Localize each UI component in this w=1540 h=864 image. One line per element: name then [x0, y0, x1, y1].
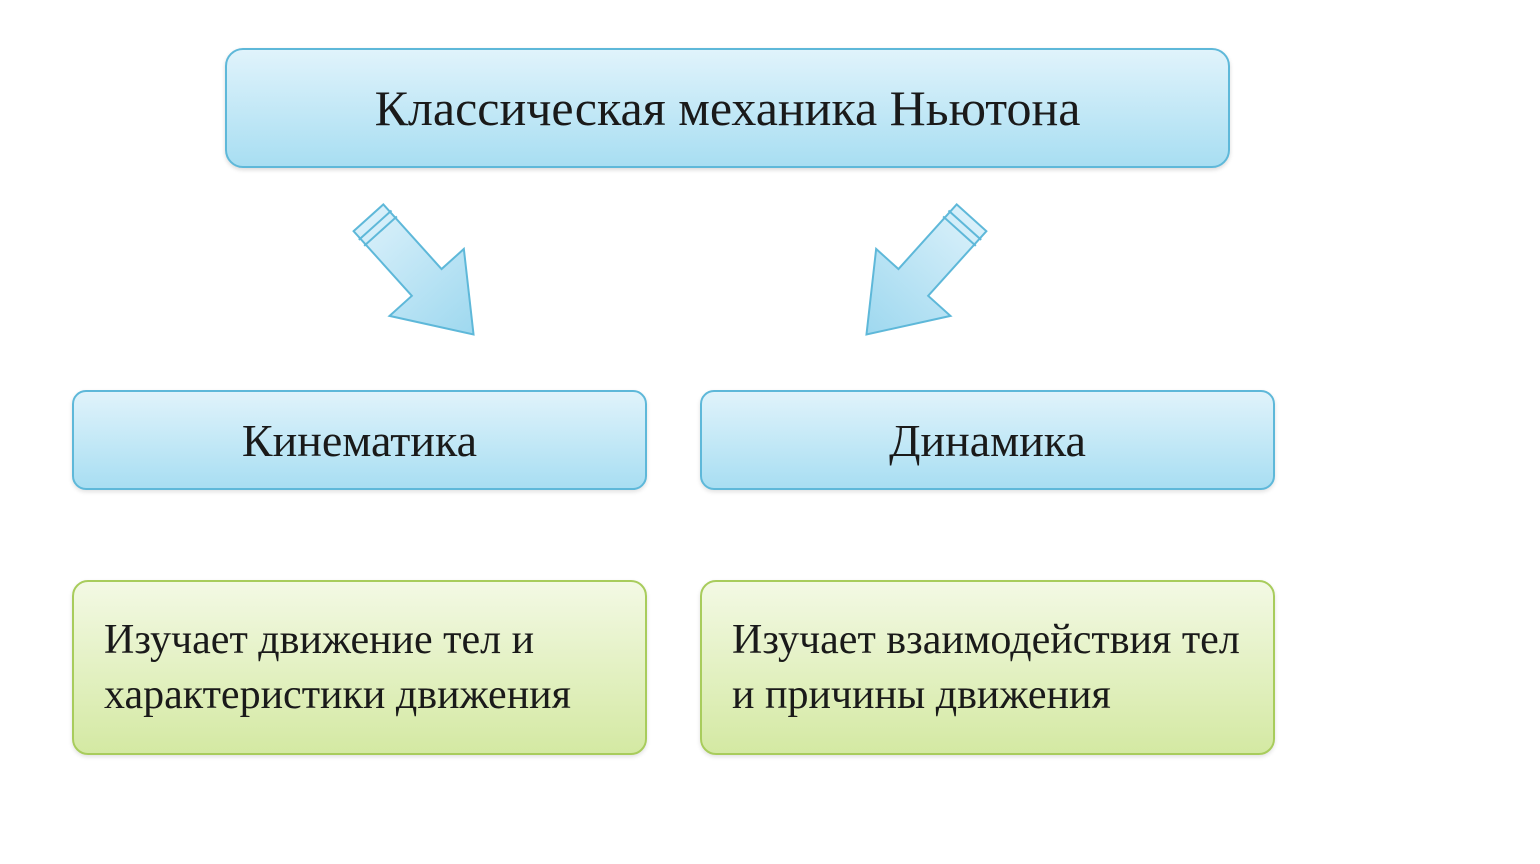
- arrow-left: [340, 180, 500, 370]
- node-left-desc-label: Изучает движение тел и характеристики дв…: [104, 613, 615, 722]
- diagram-root: Классическая механика Ньютона: [0, 0, 1540, 864]
- arrow-right: [840, 180, 1000, 370]
- node-right-desc-label: Изучает взаимодействия тел и причины дви…: [732, 613, 1243, 722]
- node-right-branch: Динамика: [700, 390, 1275, 490]
- arrow-right-svg: [840, 180, 1000, 370]
- node-left-branch-label: Кинематика: [242, 414, 477, 467]
- node-right-branch-label: Динамика: [889, 414, 1086, 467]
- node-root: Классическая механика Ньютона: [225, 48, 1230, 168]
- node-root-label: Классическая механика Ньютона: [375, 79, 1081, 137]
- node-left-branch: Кинематика: [72, 390, 647, 490]
- node-left-desc: Изучает движение тел и характеристики дв…: [72, 580, 647, 755]
- arrow-left-svg: [340, 180, 500, 370]
- node-right-desc: Изучает взаимодействия тел и причины дви…: [700, 580, 1275, 755]
